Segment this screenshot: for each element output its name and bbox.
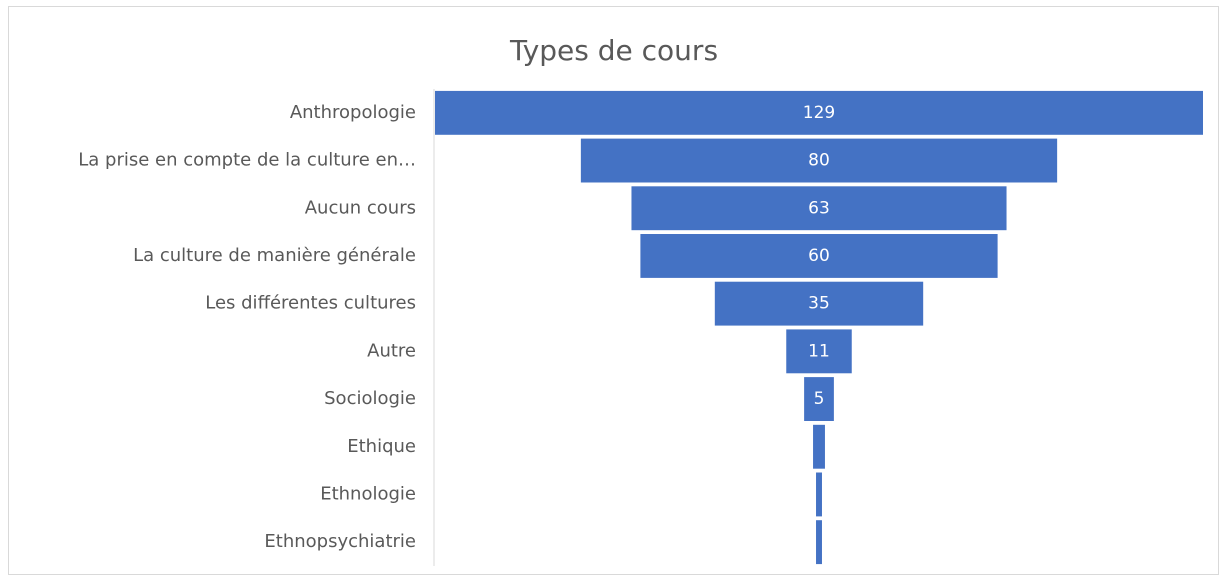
category-label: La prise en compte de la culture en…	[78, 150, 416, 171]
bar	[435, 90, 1203, 135]
category-label: Ethnologie	[320, 483, 416, 504]
bar	[786, 329, 852, 374]
bar	[714, 281, 924, 326]
value-label: 60	[808, 246, 830, 266]
bar	[813, 424, 825, 469]
category-label: Les différentes cultures	[205, 293, 416, 314]
bar	[816, 472, 822, 517]
chart-title: Types de cours	[509, 34, 718, 67]
category-label: La culture de manière générale	[133, 245, 416, 266]
bar	[580, 138, 1058, 183]
category-label: Autre	[367, 340, 416, 361]
value-label: 11	[808, 341, 830, 361]
category-label: Ethique	[347, 436, 416, 457]
bar	[631, 186, 1007, 231]
value-label: 129	[803, 103, 835, 123]
category-label: Anthropologie	[290, 102, 416, 123]
value-label: 5	[814, 389, 825, 409]
value-label: 80	[808, 151, 830, 171]
category-label: Aucun cours	[305, 197, 416, 218]
category-label: Sociologie	[324, 388, 416, 409]
bar	[640, 234, 998, 278]
value-label: 63	[808, 198, 830, 218]
category-label: Ethnopsychiatrie	[264, 531, 416, 552]
bar	[816, 520, 822, 565]
bar	[804, 377, 834, 421]
value-label: 35	[808, 294, 830, 314]
